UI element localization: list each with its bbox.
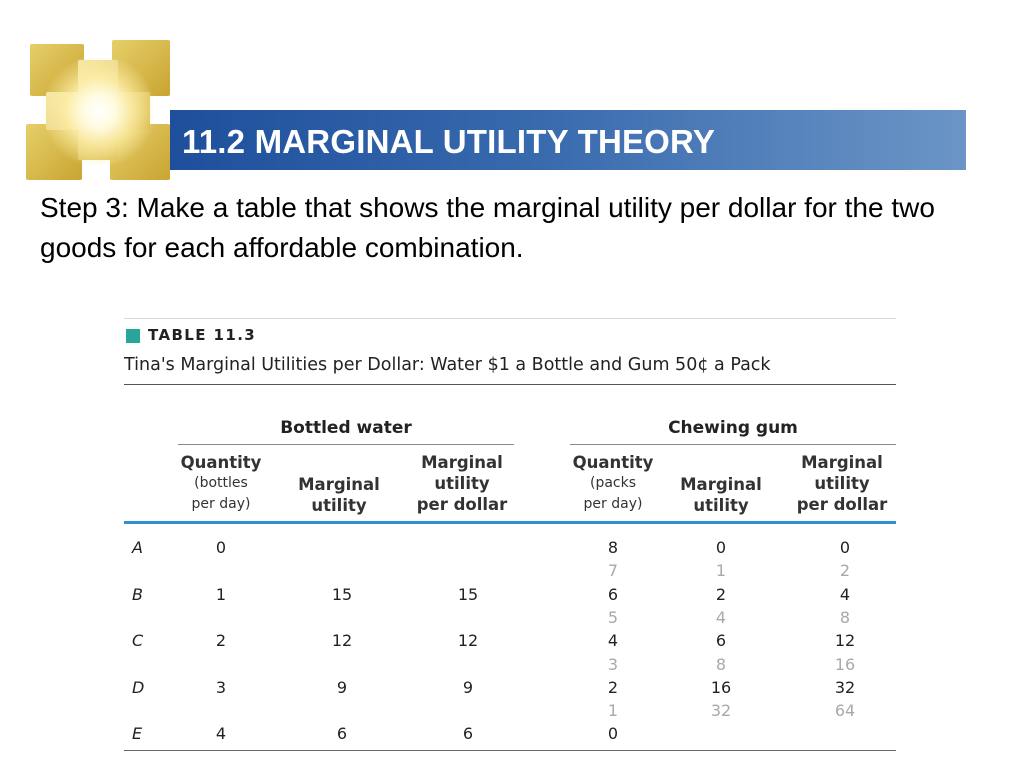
table-cell-gmupd: 12 <box>834 631 856 651</box>
table-figure: TABLE 11.3 Tina's Marginal Utilities per… <box>124 318 896 752</box>
table-caption: Tina's Marginal Utilities per Dollar: Wa… <box>124 355 771 375</box>
header-subtext: per day) <box>583 496 643 512</box>
table-cell-gmu: 1 <box>715 561 727 581</box>
header-subtext: (bottles <box>194 475 248 491</box>
table-cell-gmupd: 16 <box>834 654 856 674</box>
table-row: 3 8 16 <box>124 655 896 679</box>
table-row: C 2 12 12 4 6 12 <box>124 631 896 655</box>
group-header-water: Bottled water <box>280 418 412 438</box>
table-tag: TABLE 11.3 <box>148 326 257 344</box>
table-cell-gq: 6 <box>607 584 619 604</box>
table-cell-gmupd: 32 <box>834 677 856 697</box>
table-cell-gmu: 6 <box>715 631 727 651</box>
table-cell-wmupd: 6 <box>462 724 474 744</box>
row-label: C <box>132 631 144 651</box>
bottom-divider <box>124 750 896 751</box>
group-divider-gum <box>570 444 896 445</box>
table-cell-gmupd: 64 <box>834 701 856 721</box>
table-cell-gq: 3 <box>607 654 619 674</box>
table-cell-wq: 0 <box>215 538 227 557</box>
table-cell-wmu: 15 <box>331 584 353 604</box>
table-cell-wmupd: 12 <box>457 631 479 651</box>
header-subtext: per day) <box>191 496 251 512</box>
table-cell-gq: 7 <box>607 561 619 581</box>
table-cell-gmu: 0 <box>715 538 727 557</box>
table-cell-gq: 8 <box>607 538 619 557</box>
table-cell-gmu: 4 <box>715 607 727 627</box>
title-bar: 11.2 MARGINAL UTILITY THEORY <box>170 110 966 170</box>
header-water-marginal-utility: Marginal utility <box>284 474 394 516</box>
header-text: per dollar <box>796 495 888 514</box>
table-cell-wq: 3 <box>215 677 227 697</box>
slide-title: 11.2 MARGINAL UTILITY THEORY <box>182 123 716 160</box>
header-divider <box>124 521 896 524</box>
table-row: 5 4 8 <box>124 608 896 632</box>
group-header-gum: Chewing gum <box>668 418 798 438</box>
table-cell-wmupd: 15 <box>457 584 479 604</box>
header-text: utility <box>814 474 870 493</box>
logo-icon <box>26 40 172 182</box>
header-text: Marginal <box>298 475 380 494</box>
header-text: Marginal <box>801 453 883 472</box>
caption-divider <box>124 384 896 385</box>
step-text: Step 3: Make a table that shows the marg… <box>40 192 935 263</box>
header-text: Quantity <box>180 453 262 472</box>
header-text: per dollar <box>416 495 508 514</box>
table-cell-gq: 0 <box>607 724 619 744</box>
header-gum-quantity: Quantity (packs per day) <box>558 452 668 515</box>
table-cell-gmu: 8 <box>715 654 727 674</box>
header-text: utility <box>311 496 367 515</box>
table-cell-gq: 2 <box>607 677 619 697</box>
row-label: D <box>132 677 145 697</box>
table-row: 7 1 2 <box>124 561 896 585</box>
table-cell-wmupd: 9 <box>462 677 474 697</box>
top-divider <box>124 318 896 319</box>
header-text: utility <box>434 474 490 493</box>
table-cell-gmupd: 8 <box>839 607 851 627</box>
table-row: D 3 9 9 2 16 32 <box>124 678 896 702</box>
table-row: 1 32 64 <box>124 701 896 725</box>
table-cell-gq: 5 <box>607 607 619 627</box>
table-cell-wq: 1 <box>215 584 227 604</box>
table-cell-gmu: 32 <box>710 701 732 721</box>
table-cell-wmu: 12 <box>331 631 353 651</box>
group-divider-water <box>178 444 514 445</box>
header-text: Marginal <box>421 453 503 472</box>
table-row: E 4 6 6 0 <box>124 724 896 748</box>
table-cell-gmupd: 0 <box>839 538 851 557</box>
table-cell-gmupd: 2 <box>839 561 851 581</box>
table-cell-gq: 1 <box>607 701 619 721</box>
table-cell-gq: 4 <box>607 631 619 651</box>
table-cell-gmu: 2 <box>715 584 727 604</box>
table-cell-gmu: 16 <box>710 677 732 697</box>
header-water-quantity: Quantity (bottles per day) <box>166 452 276 515</box>
table-marker-icon <box>126 329 140 343</box>
table-cell-wmu: 9 <box>336 677 348 697</box>
table-cell-wq: 2 <box>215 631 227 651</box>
table-row: A 0 8 0 0 <box>124 538 896 562</box>
header-gum-mu-per-dollar: Marginal utility per dollar <box>782 452 902 515</box>
header-water-mu-per-dollar: Marginal utility per dollar <box>402 452 522 515</box>
header-text: Quantity <box>572 453 654 472</box>
row-label: E <box>132 724 143 744</box>
table-row: B 1 15 15 6 2 4 <box>124 585 896 609</box>
table-cell-gmupd: 4 <box>839 584 851 604</box>
header-text: utility <box>693 496 749 515</box>
header-text: Marginal <box>680 475 762 494</box>
table-cell-wmu: 6 <box>336 724 348 744</box>
row-label: B <box>132 584 143 604</box>
header-subtext: (packs <box>589 475 637 491</box>
table-cell-wq: 4 <box>215 724 227 744</box>
row-label: A <box>132 538 143 557</box>
header-gum-marginal-utility: Marginal utility <box>666 474 776 516</box>
